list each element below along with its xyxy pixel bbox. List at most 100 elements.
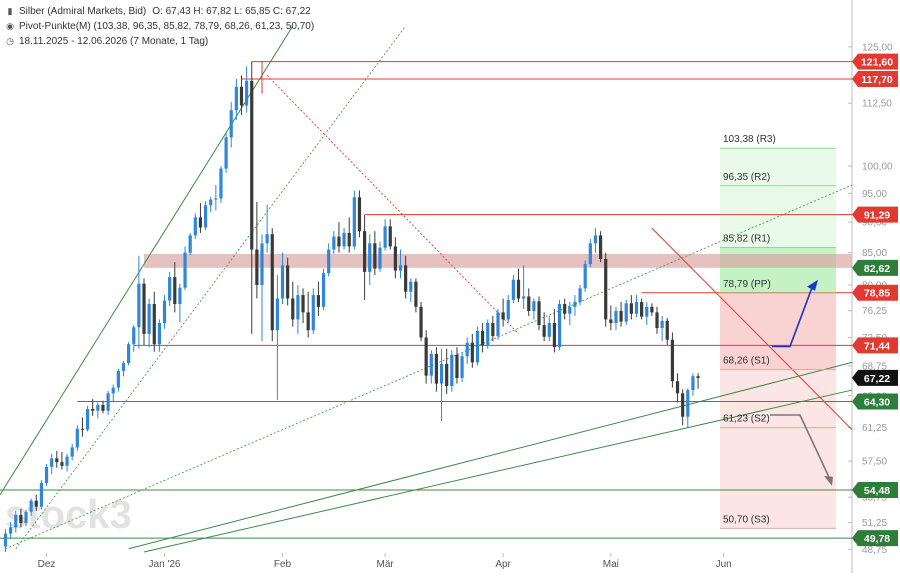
x-tick-label: Mai (603, 559, 619, 570)
candle-body (563, 304, 567, 314)
candle-body (624, 303, 628, 322)
downtrend-line (651, 227, 853, 431)
candle-body (14, 514, 18, 528)
candle-body (157, 323, 161, 345)
bullish-arrowhead (807, 279, 818, 291)
candles-icon[interactable]: ▮ (7, 6, 13, 16)
candle-body (578, 288, 582, 302)
chart-legend: ▮ Silber (Admiral Markets, Bid) O: 67,43… (4, 4, 314, 49)
downtrend-dotted (266, 75, 519, 335)
candle-body (429, 353, 433, 376)
price-tag[interactable]: 49,78 (852, 530, 898, 547)
candle-body (373, 243, 377, 269)
price-tag-label: 117,70 (861, 74, 893, 86)
candle-body (655, 312, 659, 329)
candle-body (168, 277, 172, 301)
candle-body (634, 301, 639, 314)
candle-body (280, 265, 285, 299)
candle-body (55, 458, 59, 463)
uptrend-dotted-long (5, 184, 853, 550)
y-tick-label: 95,00 (862, 189, 887, 200)
pivot-label: 103,38 (R3) (723, 134, 776, 145)
candle-body (265, 234, 269, 244)
candle-body (342, 232, 346, 247)
candle-body (306, 312, 310, 331)
candle-body (470, 342, 474, 363)
x-tick-label: Mär (377, 559, 395, 570)
price-tag[interactable]: 82,62 (852, 259, 898, 276)
candle-body (419, 306, 423, 338)
x-tick-label: Dez (38, 559, 56, 570)
y-tick-label: 53,75 (862, 493, 887, 504)
x-tick-label: Apr (495, 559, 511, 570)
candle-body (557, 304, 562, 348)
price-tag-label: 49,78 (864, 533, 890, 545)
bearish-arrowhead (824, 475, 833, 486)
price-tag[interactable]: 121,60 (852, 53, 898, 70)
candle-body (44, 466, 49, 483)
candle-body (388, 226, 392, 247)
legend-ohlc: O: 67,43 H: 67,82 L: 65,85 C: 67,22 (152, 6, 311, 17)
clock-icon: ◷ (6, 36, 14, 46)
candle-body (450, 354, 454, 387)
price-tag[interactable]: 117,70 (852, 71, 898, 88)
price-tag-shape (852, 481, 898, 498)
price-tag[interactable]: 71,44 (852, 337, 898, 354)
candle-body (475, 330, 480, 363)
candle-body (522, 296, 526, 299)
candle-body (675, 381, 680, 394)
price-tag[interactable]: 67,22 (852, 369, 898, 386)
candle-body (270, 234, 274, 331)
candle-body (214, 198, 218, 200)
candle-body (532, 301, 536, 311)
candle-body (152, 304, 156, 345)
indicator-icon[interactable]: ◉ (6, 21, 14, 31)
price-tag[interactable]: 91,29 (852, 206, 898, 223)
candle-body (486, 323, 490, 345)
legend-pivot-row: ◉ Pivot-Punkte(M) (103,38, 96,35, 85,82,… (4, 19, 314, 34)
candle-body (198, 217, 203, 228)
candle-body (357, 197, 362, 232)
candle-body (219, 168, 223, 199)
pivot-labels-layer: 103,38 (R3) 96,35 (R2) 85,82 (R1) 78,79 (PP… (720, 134, 836, 529)
y-tick-label: 100,00 (862, 161, 893, 172)
price-tag[interactable]: 78,85 (852, 284, 898, 301)
legend-range-row: ◷ 18.11.2025 - 12.06.2026 (7 Monate, 1 T… (4, 34, 314, 49)
candle-body (665, 320, 669, 340)
candle-body (91, 409, 95, 411)
candle-body (275, 298, 279, 331)
candle-body (106, 393, 110, 411)
candle-body (378, 247, 382, 269)
candle-body (255, 249, 259, 286)
candle-body (424, 337, 428, 376)
candle-body (598, 235, 603, 259)
candle-body (527, 296, 531, 311)
resistance-zone (144, 253, 852, 268)
candle-body (496, 312, 500, 337)
candle-body (465, 342, 469, 357)
candle-body (296, 295, 300, 320)
price-tag-label: 121,60 (861, 57, 893, 69)
candle-body (101, 404, 105, 411)
price-tag[interactable]: 64,30 (852, 393, 898, 410)
zones-layer (144, 148, 852, 529)
pivot-label: 85,82 (R1) (723, 234, 770, 245)
price-tag-label: 71,44 (864, 340, 890, 352)
candle-body (239, 86, 244, 106)
price-tag-label: 78,85 (864, 288, 890, 300)
candle-body (660, 320, 664, 329)
y-tick-label: 125,00 (862, 42, 893, 53)
candle-body (209, 199, 213, 206)
price-tag[interactable]: 54,48 (852, 481, 898, 498)
price-tag-shape (852, 206, 898, 223)
candle-body (224, 137, 228, 169)
price-tag-label: 64,30 (864, 397, 890, 409)
price-tag-label: 67,22 (864, 373, 890, 385)
candle-body (291, 298, 295, 320)
candle-body (650, 306, 654, 313)
pivot-label: 96,35 (R2) (723, 172, 770, 183)
candle-body (604, 258, 608, 320)
candle-body (552, 323, 557, 348)
candle-body (537, 301, 541, 326)
